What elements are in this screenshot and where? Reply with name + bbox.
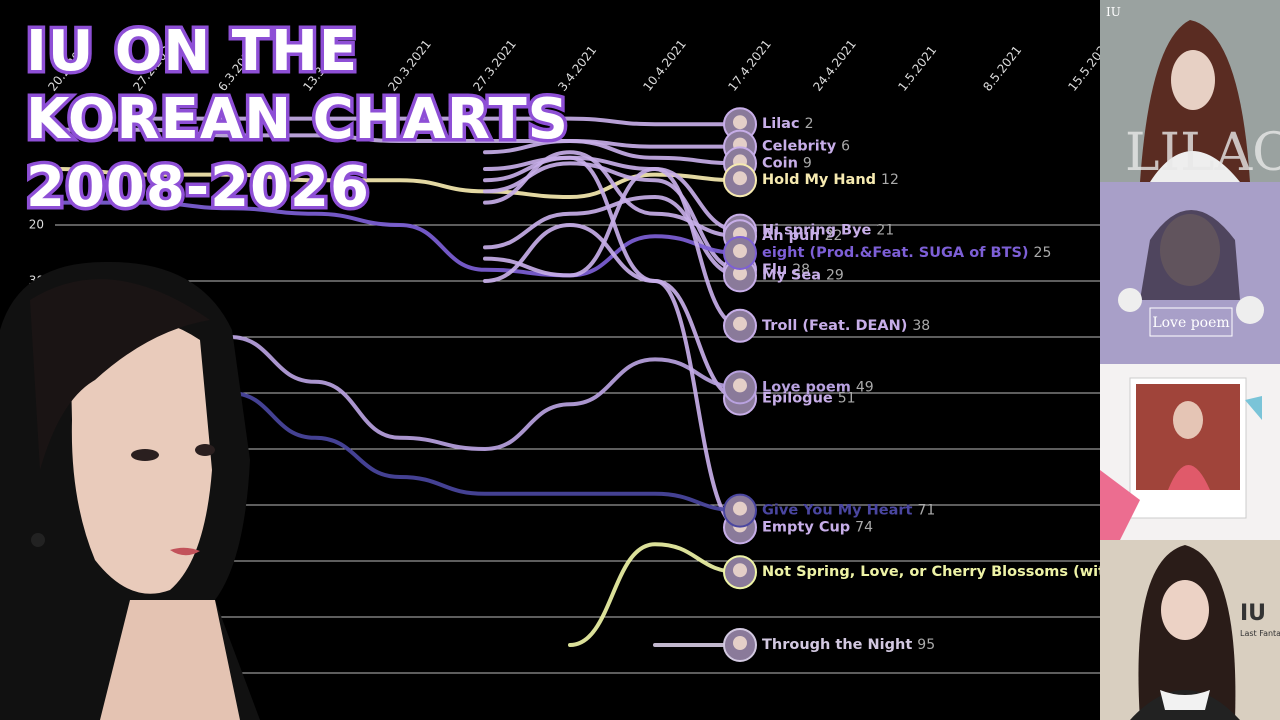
title-line: 2008-2026 [26,155,370,220]
series-line [483,150,742,239]
series-label: Not Spring, Love, or Cherry Blossoms (wi… [762,564,1138,580]
series-value: 74 [855,519,873,535]
series-label: Hold My Hand 12 [762,172,899,188]
series-value: 95 [917,637,935,653]
series-value: 71 [917,503,935,519]
series-label: Lilac 2 [762,116,813,132]
series-name: Empty Cup [762,519,850,535]
series-value: 2 [805,116,814,132]
series-name: My Sea [762,267,821,283]
thumbnail-face [733,115,747,130]
series-label: Love poem 49 [762,379,874,395]
thumbnail-face [733,266,747,281]
series-line [483,138,742,166]
thumbnail-face [733,636,747,650]
series-label: Through the Night 95 [762,637,935,653]
series-name: Ah puh [762,228,820,244]
series-value: 9 [803,155,812,171]
series-line [58,167,742,200]
cover-text: Love poem [1152,315,1229,331]
series-name: Through the Night [762,637,912,653]
series-label: Empty Cup 74 [762,519,873,535]
series-value: 22 [825,228,843,244]
portrait [0,261,260,720]
series-name: Love poem [762,379,851,395]
series-value: 12 [881,172,899,188]
series-label: Ah puh 22 [762,228,842,244]
series-line [58,200,742,278]
series-value: 49 [856,379,874,395]
series-label: Celebrity 6 [762,139,850,155]
series-label: Epilogue 51 [762,391,856,407]
thumbnail-face [733,501,747,516]
cover-text: Last Fantasy 2 [1240,629,1280,638]
series-name: Celebrity [762,139,837,155]
series-line [483,166,742,328]
series-name: Flu [762,262,787,278]
series-line [568,542,742,647]
series-line [58,127,742,149]
thumbnail-face [733,244,747,258]
series-name: Hi spring Bye [762,223,872,239]
series-line [228,335,742,452]
series-line [483,155,742,530]
series-value: 28 [792,262,810,278]
series-label: My Sea 29 [762,267,844,283]
thumbnail-face [733,378,747,393]
series-name: Hold My Hand [762,172,876,188]
series-line [483,222,742,401]
cover-text: IU [1106,5,1121,19]
thumbnail-face [733,171,747,186]
series-value: 38 [912,318,930,334]
series-label: eight (Prod.&Feat. SUGA of BTS) 25 [762,245,1051,261]
album-covers: IU LILAC Love poem IU Last Fantasy 2 [1100,0,1280,720]
series-name: Coin [762,155,798,171]
series-value: 21 [876,223,894,239]
series-label: Give You My Heart 71 [762,503,935,519]
series-value: 51 [838,391,856,407]
series-name: Troll (Feat. DEAN) [762,318,907,334]
thumbnail-face [733,563,747,578]
title-line: IU ON THE [26,19,358,84]
thumbnail-face [733,316,747,331]
series-value: 29 [826,267,844,283]
y-tick-label: 20 [29,218,44,232]
title: IU ON THE KOREAN CHARTS 2008-2026 [23,16,572,224]
series-line [228,391,742,513]
series-line [483,155,742,233]
series-name: eight (Prod.&Feat. SUGA of BTS) [762,245,1029,261]
series-value: 6 [841,139,850,155]
cover-text: IU [1240,601,1266,626]
series-label: Coin 9 [762,155,812,171]
cover-text: LILAC [1125,123,1280,183]
series-name: Epilogue [762,391,833,407]
series-name: Lilac [762,116,800,132]
series-name: Give You My Heart [762,503,913,519]
series-name: Not Spring, Love, or Cherry Blossoms (wi… [762,564,1115,580]
series-label: Hi spring Bye 21 [762,223,894,239]
series-value: 25 [1034,245,1052,261]
series-line [143,116,742,127]
series-label: Troll (Feat. DEAN) 38 [762,318,930,334]
series-label: Flu 28 [762,262,810,278]
title-line: KOREAN CHARTS [26,87,569,152]
